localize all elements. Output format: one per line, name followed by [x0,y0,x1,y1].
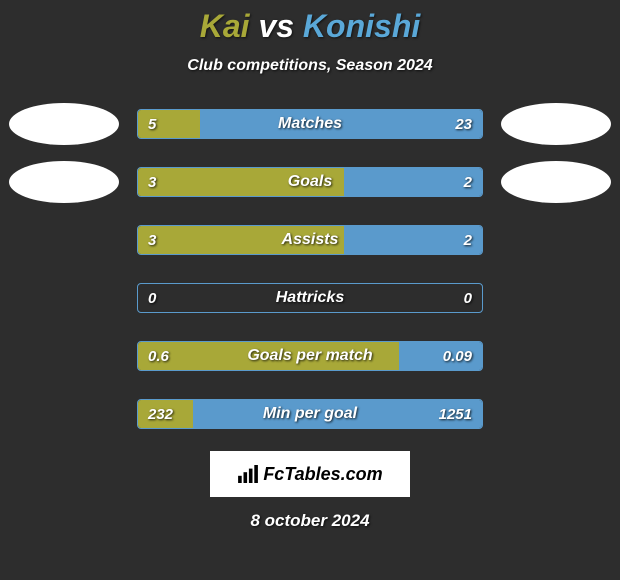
avatar-player2 [501,161,611,203]
stat-row: Goals per match0.60.09 [0,335,620,377]
stat-row: Matches523 [0,103,620,145]
bar-fill-left [138,400,193,428]
logo-box: FcTables.com [210,451,410,497]
bar-gap [138,284,482,312]
bar-fill-right [344,226,482,254]
title-player1: Kai [200,8,250,44]
logo: FcTables.com [237,464,382,485]
bar-fill-left [138,168,344,196]
title-player2: Konishi [303,8,420,44]
stat-bar: Assists32 [137,225,483,255]
stat-bar: Hattricks00 [137,283,483,313]
chart-icon [237,465,259,483]
stat-row: Goals32 [0,161,620,203]
avatar-player1 [9,103,119,145]
stat-row: Min per goal2321251 [0,393,620,435]
stat-bar: Min per goal2321251 [137,399,483,429]
stat-bar: Matches523 [137,109,483,139]
logo-text: FcTables.com [263,464,382,485]
bar-fill-left [138,110,200,138]
stat-row: Assists32 [0,219,620,261]
avatar-player1 [9,161,119,203]
stat-bar: Goals per match0.60.09 [137,341,483,371]
comparison-card: Kai vs Konishi Club competitions, Season… [0,0,620,531]
subtitle: Club competitions, Season 2024 [0,57,620,75]
bar-fill-left [138,342,399,370]
stat-row: Hattricks00 [0,277,620,319]
page-title: Kai vs Konishi [0,8,620,45]
title-vs: vs [258,8,294,44]
avatar-player2 [501,103,611,145]
stat-bar: Goals32 [137,167,483,197]
bar-fill-right [193,400,482,428]
bar-fill-right [200,110,482,138]
bar-fill-left [138,226,344,254]
date-text: 8 october 2024 [0,511,620,531]
bar-fill-right [399,342,482,370]
stats-list: Matches523 Goals32 Assists32 Hattricks00 Goa… [0,103,620,435]
bar-fill-right [344,168,482,196]
